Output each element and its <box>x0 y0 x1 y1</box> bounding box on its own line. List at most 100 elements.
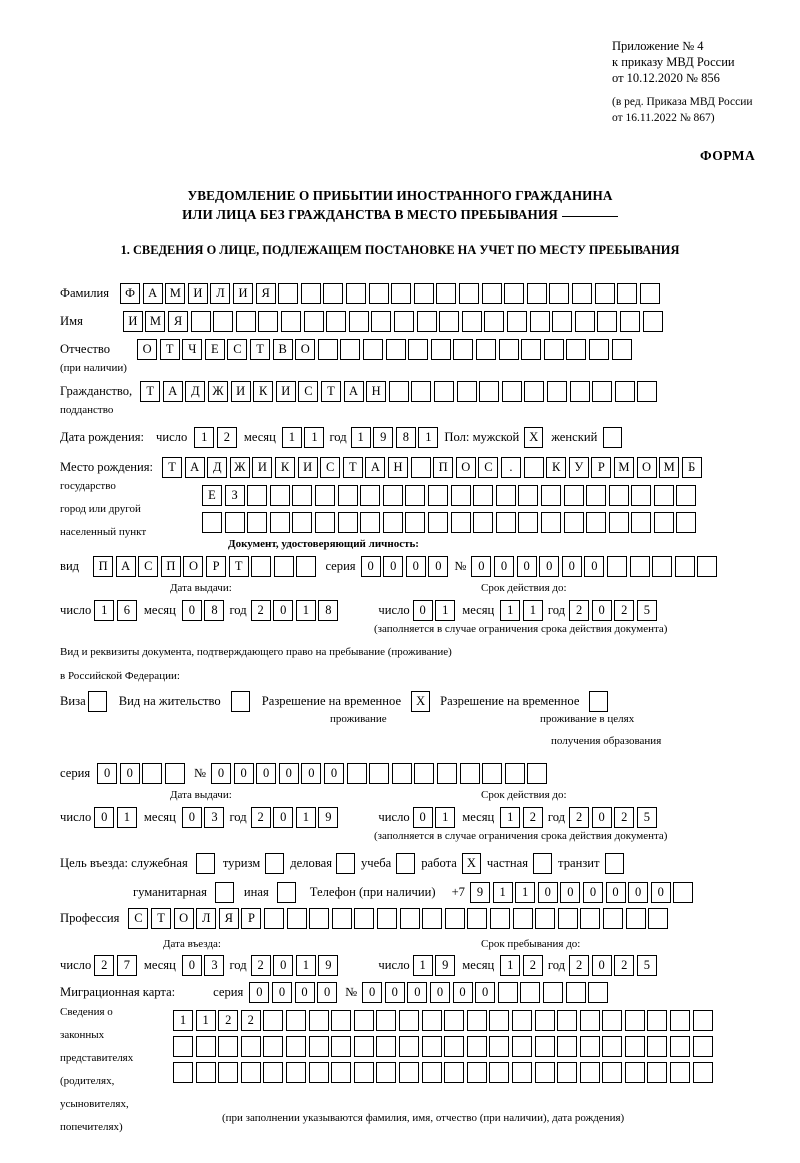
char-cell[interactable]: 0 <box>181 807 202 828</box>
char-cell[interactable]: Т <box>250 339 271 360</box>
char-cell[interactable] <box>489 908 510 929</box>
char-cell[interactable]: 2 <box>522 955 543 976</box>
char-cell[interactable]: М <box>165 283 186 304</box>
char-cell[interactable]: 3 <box>204 807 225 828</box>
char-cell[interactable] <box>543 339 564 360</box>
char-cell[interactable]: 0 <box>591 600 612 621</box>
char-cell[interactable]: 0 <box>384 982 405 1003</box>
char-cell[interactable] <box>466 1062 487 1083</box>
char-cell[interactable]: 1 <box>412 955 433 976</box>
char-cell[interactable] <box>388 381 409 402</box>
char-cell[interactable]: 2 <box>250 955 271 976</box>
char-cell[interactable] <box>639 283 660 304</box>
visa-checkbox[interactable] <box>87 691 107 712</box>
char-cell[interactable] <box>398 1010 419 1031</box>
char-cell[interactable]: К <box>275 457 296 478</box>
char-cell[interactable]: 0 <box>475 982 496 1003</box>
char-cell[interactable] <box>652 556 673 577</box>
char-cell[interactable]: 0 <box>273 955 294 976</box>
char-cell[interactable] <box>433 381 454 402</box>
char-cell[interactable] <box>566 339 587 360</box>
char-cell[interactable]: 0 <box>628 882 649 903</box>
char-cell[interactable] <box>506 311 527 332</box>
char-cell[interactable]: 1 <box>515 882 536 903</box>
char-cell[interactable]: А <box>115 556 136 577</box>
char-cell[interactable] <box>495 512 516 533</box>
char-cell[interactable] <box>363 339 384 360</box>
char-cell[interactable]: 2 <box>569 600 590 621</box>
char-cell[interactable] <box>579 1036 600 1057</box>
char-cell[interactable] <box>331 1062 352 1083</box>
char-cell[interactable] <box>614 381 635 402</box>
char-cell[interactable]: В <box>272 339 293 360</box>
char-cell[interactable]: 0 <box>256 763 277 784</box>
char-cell[interactable] <box>579 1010 600 1031</box>
char-cell[interactable]: 9 <box>318 807 339 828</box>
char-cell[interactable] <box>597 311 618 332</box>
char-cell[interactable] <box>535 908 556 929</box>
char-cell[interactable] <box>540 512 561 533</box>
char-cell[interactable] <box>285 1010 306 1031</box>
char-cell[interactable]: О <box>295 339 316 360</box>
char-cell[interactable]: 9 <box>435 955 456 976</box>
char-cell[interactable]: 0 <box>273 807 294 828</box>
temp-residence-checkbox[interactable]: X <box>411 691 431 712</box>
char-cell[interactable] <box>414 763 435 784</box>
char-cell[interactable]: 0 <box>405 556 426 577</box>
char-cell[interactable] <box>466 1036 487 1057</box>
char-cell[interactable]: 0 <box>94 807 115 828</box>
char-cell[interactable] <box>479 381 500 402</box>
char-cell[interactable] <box>459 763 480 784</box>
char-cell[interactable]: Р <box>591 457 612 478</box>
char-cell[interactable]: Я <box>218 908 239 929</box>
char-cell[interactable] <box>314 485 335 506</box>
char-cell[interactable] <box>308 1036 329 1057</box>
char-cell[interactable] <box>398 1036 419 1057</box>
char-cell[interactable] <box>546 381 567 402</box>
char-cell[interactable]: 0 <box>516 556 537 577</box>
char-cell[interactable] <box>444 1062 465 1083</box>
char-cell[interactable] <box>405 485 426 506</box>
char-cell[interactable] <box>377 908 397 929</box>
char-cell[interactable] <box>512 908 533 929</box>
char-cell[interactable] <box>444 1036 465 1057</box>
char-cell[interactable]: 1 <box>492 882 513 903</box>
char-cell[interactable] <box>439 311 460 332</box>
char-cell[interactable] <box>482 763 503 784</box>
char-cell[interactable] <box>314 512 335 533</box>
char-cell[interactable] <box>647 1036 668 1057</box>
char-cell[interactable]: 0 <box>428 556 449 577</box>
char-cell[interactable]: 0 <box>233 763 254 784</box>
char-cell[interactable] <box>670 1036 691 1057</box>
char-cell[interactable]: Т <box>320 381 341 402</box>
char-cell[interactable] <box>427 485 448 506</box>
char-cell[interactable] <box>606 556 627 577</box>
char-cell[interactable]: . <box>500 457 521 478</box>
char-cell[interactable] <box>674 556 695 577</box>
char-cell[interactable]: 1 <box>295 955 316 976</box>
char-cell[interactable]: 0 <box>412 600 433 621</box>
char-cell[interactable] <box>574 311 595 332</box>
char-cell[interactable] <box>529 311 550 332</box>
char-cell[interactable]: 0 <box>471 556 492 577</box>
char-cell[interactable] <box>323 283 344 304</box>
char-cell[interactable] <box>518 512 539 533</box>
char-cell[interactable] <box>173 1036 193 1057</box>
char-cell[interactable]: И <box>252 457 273 478</box>
char-cell[interactable] <box>292 485 313 506</box>
char-cell[interactable] <box>285 1036 306 1057</box>
char-cell[interactable] <box>501 381 522 402</box>
char-cell[interactable] <box>624 1062 645 1083</box>
char-cell[interactable]: 1 <box>116 807 137 828</box>
char-cell[interactable] <box>411 381 432 402</box>
char-cell[interactable]: 7 <box>116 955 137 976</box>
char-cell[interactable]: 2 <box>614 600 635 621</box>
char-cell[interactable] <box>673 882 694 903</box>
char-cell[interactable] <box>489 1062 510 1083</box>
char-cell[interactable] <box>534 1062 555 1083</box>
char-cell[interactable] <box>489 1010 510 1031</box>
char-cell[interactable] <box>360 485 381 506</box>
char-cell[interactable] <box>164 763 185 784</box>
char-cell[interactable] <box>523 457 544 478</box>
char-cell[interactable] <box>456 381 477 402</box>
